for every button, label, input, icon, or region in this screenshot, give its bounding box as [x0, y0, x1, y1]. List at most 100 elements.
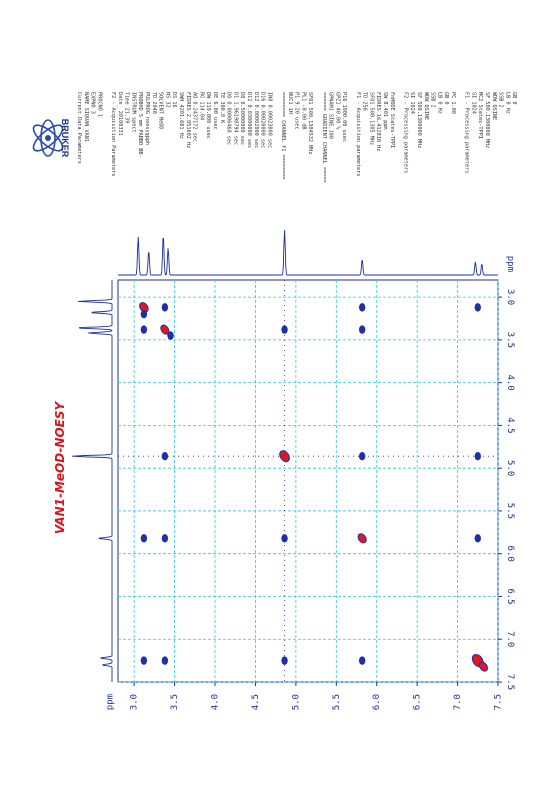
parameter-line: ======== CHANNEL f1 ========	[280, 92, 286, 179]
parameter-line: LB 0 Hz	[436, 92, 442, 114]
cross-peak	[358, 656, 366, 665]
cross-peak	[358, 303, 366, 312]
parameter-line: GB 0	[511, 92, 517, 105]
parameter-line: RG 114.04	[198, 92, 204, 120]
f1-tick-label: 5.5	[332, 694, 342, 710]
f2-tick-label: 4.0	[505, 375, 515, 391]
diagonal-peak	[139, 302, 149, 313]
f1-tick-label: 5.0	[291, 694, 301, 710]
diagonal-peak	[279, 450, 290, 463]
f2-tick-label: 6.5	[505, 588, 515, 604]
f2-tick-label: 7.0	[505, 631, 515, 647]
parameter-line: SWH 4201.681 Hz	[178, 92, 184, 139]
cross-peak	[140, 325, 148, 334]
cross-peak	[161, 451, 169, 461]
parameter-line: SSB 2	[430, 92, 436, 108]
f1-tick-label: 6.0	[372, 694, 382, 710]
parameter-line: D16 0.00020000 sec	[260, 92, 266, 148]
cross-peak	[281, 534, 288, 543]
cross-peak	[167, 331, 174, 340]
parameter-line: SW 8.401 ppm	[382, 92, 388, 129]
parameter-line: Current Data Parameters	[76, 92, 82, 164]
parameter-line: GPZ1 40.00 %	[334, 92, 340, 130]
parameter-line: NS 32	[164, 92, 170, 108]
parameter-line: WDW QSINE	[491, 92, 497, 120]
parameter-line: SF 500.1300000 MHz	[484, 92, 490, 148]
parameter-line: Date_ 20100331	[117, 92, 123, 136]
cross-peak	[140, 310, 148, 319]
cross-peak	[281, 325, 288, 334]
parameter-line: SI 1024	[409, 92, 415, 114]
cross-peak	[358, 325, 366, 334]
f1-tick-label: 3.0	[130, 694, 140, 710]
f2-axis-unit: ppm	[505, 256, 515, 272]
parameter-line: FnMODE States-TPPI	[389, 92, 395, 148]
cross-peak	[161, 656, 169, 665]
parameter-line: P1 9.20 usec	[294, 92, 300, 129]
f2-tick-label: 6.0	[505, 546, 515, 562]
parameter-line: F1 - Processing parameters	[464, 92, 470, 173]
parameter-line: NUC1 1H	[287, 92, 293, 114]
acquisition-parameters: Current Data Parameters NAME SIQUAN_VAN1 E…	[76, 92, 517, 183]
parameter-line: SFO1 500.1305 MHz	[368, 92, 374, 145]
parameter-line: TE 300.0 K	[219, 92, 225, 124]
f2-tick-label: 5.5	[505, 503, 515, 519]
parameter-line: GPNAM1 SINE.100	[328, 92, 334, 139]
parameter-line: F1 - Acquisition parameters	[355, 92, 361, 176]
cross-peak	[140, 534, 148, 543]
diagonal-peak	[478, 661, 489, 672]
parameter-line: SSB 2	[498, 92, 504, 108]
cross-peak	[161, 303, 169, 312]
parameter-line: PULPROG noesygpph	[144, 92, 150, 145]
parameter-line: DE 6.00 usec	[212, 92, 218, 129]
parameter-line: SFO1 500.1304532 MHz	[307, 92, 313, 154]
f2-tick-label: 4.5	[505, 417, 515, 433]
parameter-line: SOLVENT MeOD	[158, 92, 164, 129]
parameter-line: F2 - Processing parameters	[402, 92, 408, 173]
parameter-line: PROCNO 1	[96, 92, 102, 117]
f1-tick-label: 7.0	[453, 694, 463, 710]
f2-tick-label: 3.5	[505, 332, 515, 348]
parameter-line: MC2 States-TPPI	[477, 92, 483, 139]
parameter-line: TD 256	[362, 92, 368, 111]
parameter-line: WDW QSINE	[423, 92, 429, 120]
parameter-line: D12 0.00002000 sec	[253, 92, 259, 148]
parameter-line: IN0 0.00023800 sec	[266, 92, 272, 148]
f1-tick-label: 6.5	[413, 694, 423, 710]
parameter-line: F2 - Acquisition Parameters	[110, 92, 116, 176]
parameter-line: SI 1024	[470, 92, 476, 114]
parameter-line: INSTRUM spect	[130, 92, 136, 133]
f1-projection-spectrum	[118, 229, 498, 276]
plot-frame	[117, 279, 499, 683]
parameter-line: ====== GRADIENT CHANNEL =====	[321, 92, 327, 183]
parameter-line: GB 0	[443, 92, 449, 105]
f2-tick-label: 3.0	[505, 289, 515, 305]
parameter-line: SF 500.1300000 MHz	[416, 92, 422, 148]
noesy-2d-plot: 3.0 3.0 3.5 3.5 4.0 4.0 4.5 4.5 5.0 5.0 5.5 5.5 6.0 6…	[71, 229, 515, 710]
bruker-logo-text: BRUKER	[60, 119, 70, 158]
cross-peak	[358, 451, 366, 461]
f1-tick-label: 4.0	[211, 694, 221, 710]
parameter-line: DS 16	[171, 92, 177, 108]
cross-peak	[474, 534, 481, 543]
parameter-line: EXPNO 3	[90, 92, 96, 114]
parameter-line: AQ 0.2437172 sec	[192, 92, 198, 142]
parameter-line: D0 0.00006460 sec	[226, 92, 232, 145]
parameter-line: PC 1.00	[450, 92, 456, 114]
cross-peak	[161, 534, 169, 543]
cross-peak	[474, 303, 481, 312]
parameter-line: Time 21.39	[124, 92, 130, 123]
cross-peak	[140, 656, 148, 665]
parameter-line: NAME SIQUAN_VAN1	[83, 92, 89, 142]
parameter-line: PROBHD 5 mm PABBO BB-	[137, 92, 143, 158]
parameter-line: LB 0 Hz	[504, 92, 510, 114]
diagonal-peak	[357, 533, 367, 544]
bruker-logo: BRUKER	[32, 119, 70, 158]
f1-tick-label: 3.5	[170, 694, 180, 710]
parameter-line: D8 0.50000000 sec	[239, 92, 245, 145]
parameter-line: FIDRES 2.051602 Hz	[185, 92, 191, 148]
parameter-line: P16 1000.00 usec	[341, 92, 347, 142]
f1-tick-label: 4.5	[251, 694, 261, 710]
cross-peak	[474, 451, 481, 461]
